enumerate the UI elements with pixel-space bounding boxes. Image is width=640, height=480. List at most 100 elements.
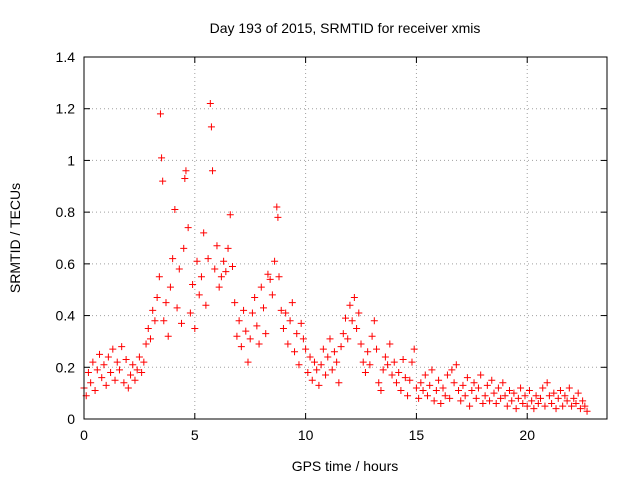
data-point [548,399,556,407]
data-point [240,306,248,314]
data-point [242,327,250,335]
data-point [308,376,316,384]
data-point [333,358,341,366]
x-axis-title: GPS time / hours [292,458,399,474]
data-point [273,203,281,211]
data-point [512,405,520,413]
data-point [233,332,241,340]
data-point [388,371,396,379]
data-point [455,387,463,395]
data-point [370,317,378,325]
data-point [412,384,420,392]
data-point [576,405,584,413]
data-point [220,257,228,265]
data-point [266,275,274,283]
data-point [262,330,270,338]
data-point [299,335,307,343]
data-point [138,368,146,376]
data-points [80,100,591,415]
data-point [545,392,553,400]
data-point [381,353,389,361]
data-point [408,358,416,366]
data-point [581,402,589,410]
data-point [583,407,591,415]
data-point [543,379,551,387]
data-point [477,371,485,379]
x-tick-label: 20 [519,427,535,443]
data-point [501,392,509,400]
data-point [109,345,117,353]
x-tick-label: 0 [80,427,88,443]
data-point [386,340,394,348]
data-point [248,309,256,317]
data-point [399,356,407,364]
data-point [421,371,429,379]
data-point [260,304,268,312]
data-point [271,257,279,265]
grid-layer [84,57,607,419]
data-point [253,322,261,330]
data-point [525,387,533,395]
data-point [541,402,549,410]
data-point [209,167,217,175]
data-point [279,325,287,332]
data-point [315,381,323,389]
data-point [288,299,296,307]
data-point [353,325,361,332]
data-point [497,394,505,402]
data-point [510,389,518,397]
data-point [324,353,332,361]
data-point [215,283,223,291]
data-point [517,384,525,392]
data-point [432,387,440,395]
data-point [275,273,283,281]
data-point [274,213,282,221]
data-point [470,379,478,387]
data-point [457,397,465,405]
data-point [556,387,564,395]
data-point [133,366,141,374]
data-point [277,306,285,314]
data-point [339,330,347,338]
data-point [404,392,412,400]
data-point [129,361,137,369]
data-point [450,379,458,387]
data-point [186,309,194,317]
data-point [579,397,587,405]
data-point [532,392,540,400]
data-point [159,177,167,185]
data-point [178,319,186,327]
data-point [419,387,427,395]
data-point [384,361,392,369]
data-point [406,376,414,384]
data-point [195,291,203,299]
data-point [552,405,560,413]
data-point [282,309,290,317]
data-point [342,314,349,322]
data-point [568,402,576,410]
data-point [344,335,352,343]
data-point [93,366,101,374]
data-point [257,283,265,291]
data-point [459,381,467,389]
data-point [235,317,243,325]
data-point [490,389,498,397]
data-point [246,335,254,343]
data-point [554,394,562,402]
data-point [213,242,221,250]
data-point [366,361,374,369]
data-point [443,371,451,379]
y-tick-label: 0.8 [56,204,76,220]
data-point [310,358,318,366]
data-point [102,381,110,389]
data-point [392,379,400,387]
data-point [423,392,431,400]
data-point [373,345,381,353]
data-point [330,348,338,356]
data-point [158,154,166,162]
data-point [191,325,199,332]
data-point [452,361,460,369]
y-axis-title: SRMTID / TECUs [7,183,23,293]
data-point [361,368,369,376]
data-point [430,397,438,405]
